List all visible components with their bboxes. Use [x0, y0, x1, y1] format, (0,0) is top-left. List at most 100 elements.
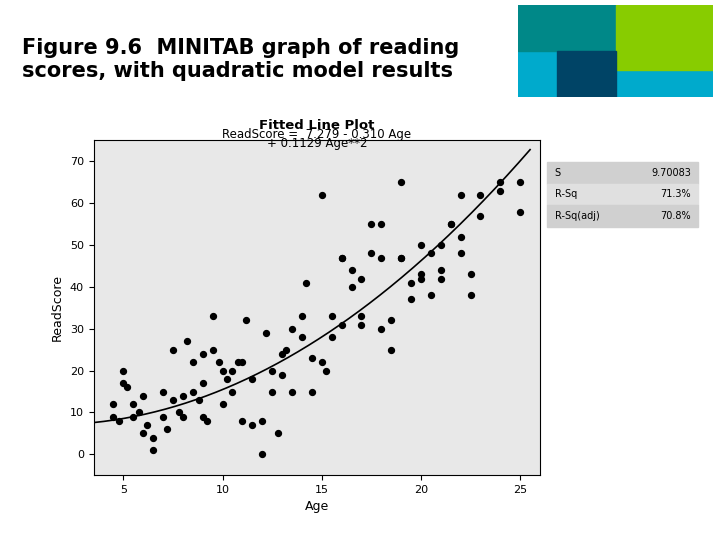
Point — [276, 370, 288, 379]
Point — [148, 446, 159, 455]
Point — [455, 232, 467, 241]
Point — [455, 191, 467, 199]
Point — [177, 392, 189, 400]
Point — [320, 366, 331, 375]
Point — [117, 379, 129, 388]
Point — [445, 220, 456, 228]
Point — [395, 253, 407, 262]
Point — [221, 375, 233, 383]
Bar — [547, 184, 698, 205]
Point — [356, 320, 367, 329]
Bar — [518, 5, 616, 51]
Point — [346, 266, 357, 274]
Point — [280, 346, 292, 354]
Point — [435, 274, 446, 283]
Point — [287, 325, 298, 333]
Point — [435, 266, 446, 274]
Point — [157, 387, 168, 396]
Y-axis label: ReadScore: ReadScore — [51, 274, 64, 341]
Point — [261, 328, 272, 337]
Point — [306, 387, 318, 396]
Point — [227, 387, 238, 396]
Point — [240, 316, 252, 325]
Point — [395, 253, 407, 262]
Point — [336, 320, 347, 329]
Point — [161, 425, 173, 434]
Point — [117, 366, 129, 375]
Point — [173, 408, 184, 417]
Point — [266, 366, 278, 375]
Text: 13: 13 — [678, 514, 698, 529]
Point — [376, 220, 387, 228]
Text: 9.70083: 9.70083 — [651, 168, 690, 178]
Point — [266, 387, 278, 396]
Point — [366, 249, 377, 258]
Point — [495, 178, 506, 187]
Point — [395, 178, 407, 187]
Point — [356, 274, 367, 283]
Point — [455, 249, 467, 258]
Point — [425, 291, 436, 300]
Text: ReadScore =  7.279 - 0.310 Age: ReadScore = 7.279 - 0.310 Age — [222, 129, 411, 141]
Point — [435, 241, 446, 249]
Point — [495, 186, 506, 195]
Point — [376, 253, 387, 262]
Point — [114, 416, 125, 425]
Point — [246, 375, 258, 383]
Point — [108, 413, 120, 421]
Point — [415, 274, 427, 283]
Point — [233, 358, 244, 367]
Text: + 0.1129 Age**2: + 0.1129 Age**2 — [266, 137, 367, 150]
Point — [227, 366, 238, 375]
Point — [207, 312, 218, 320]
Point — [187, 358, 199, 367]
Text: S: S — [554, 168, 561, 178]
Point — [405, 279, 417, 287]
Point — [287, 387, 298, 396]
Text: Copyright © 2012 Pearson Education, Inc. All rights reserved.: Copyright © 2012 Pearson Education, Inc.… — [22, 516, 323, 526]
Point — [207, 346, 218, 354]
Point — [138, 392, 149, 400]
Point — [217, 366, 228, 375]
Bar — [616, 5, 713, 70]
Point — [197, 413, 209, 421]
Point — [385, 346, 397, 354]
Point — [474, 211, 486, 220]
Point — [256, 416, 268, 425]
Point — [415, 270, 427, 279]
Point — [385, 316, 397, 325]
Point — [445, 220, 456, 228]
Point — [237, 358, 248, 367]
Point — [465, 291, 477, 300]
Point — [157, 413, 168, 421]
Point — [296, 312, 307, 320]
Point — [376, 325, 387, 333]
Point — [122, 383, 133, 391]
Point — [108, 400, 120, 408]
Point — [425, 249, 436, 258]
Point — [138, 429, 149, 437]
Point — [326, 333, 338, 341]
Point — [306, 354, 318, 362]
Point — [415, 241, 427, 249]
Point — [201, 416, 212, 425]
Point — [213, 358, 225, 367]
Text: 71.3%: 71.3% — [660, 190, 690, 199]
Point — [356, 312, 367, 320]
Point — [316, 191, 328, 199]
Text: Figure 9.6  MINITAB graph of reading
scores, with quadratic model results: Figure 9.6 MINITAB graph of reading scor… — [22, 38, 459, 81]
Point — [272, 429, 284, 437]
Point — [193, 395, 204, 404]
Bar — [547, 205, 698, 227]
Point — [474, 191, 486, 199]
Point — [237, 416, 248, 425]
Point — [465, 270, 477, 279]
Point — [276, 349, 288, 358]
Point — [300, 279, 312, 287]
Point — [296, 333, 307, 341]
X-axis label: Age: Age — [305, 501, 329, 514]
Point — [197, 349, 209, 358]
Point — [256, 450, 268, 458]
Point — [177, 413, 189, 421]
Bar — [547, 162, 698, 184]
